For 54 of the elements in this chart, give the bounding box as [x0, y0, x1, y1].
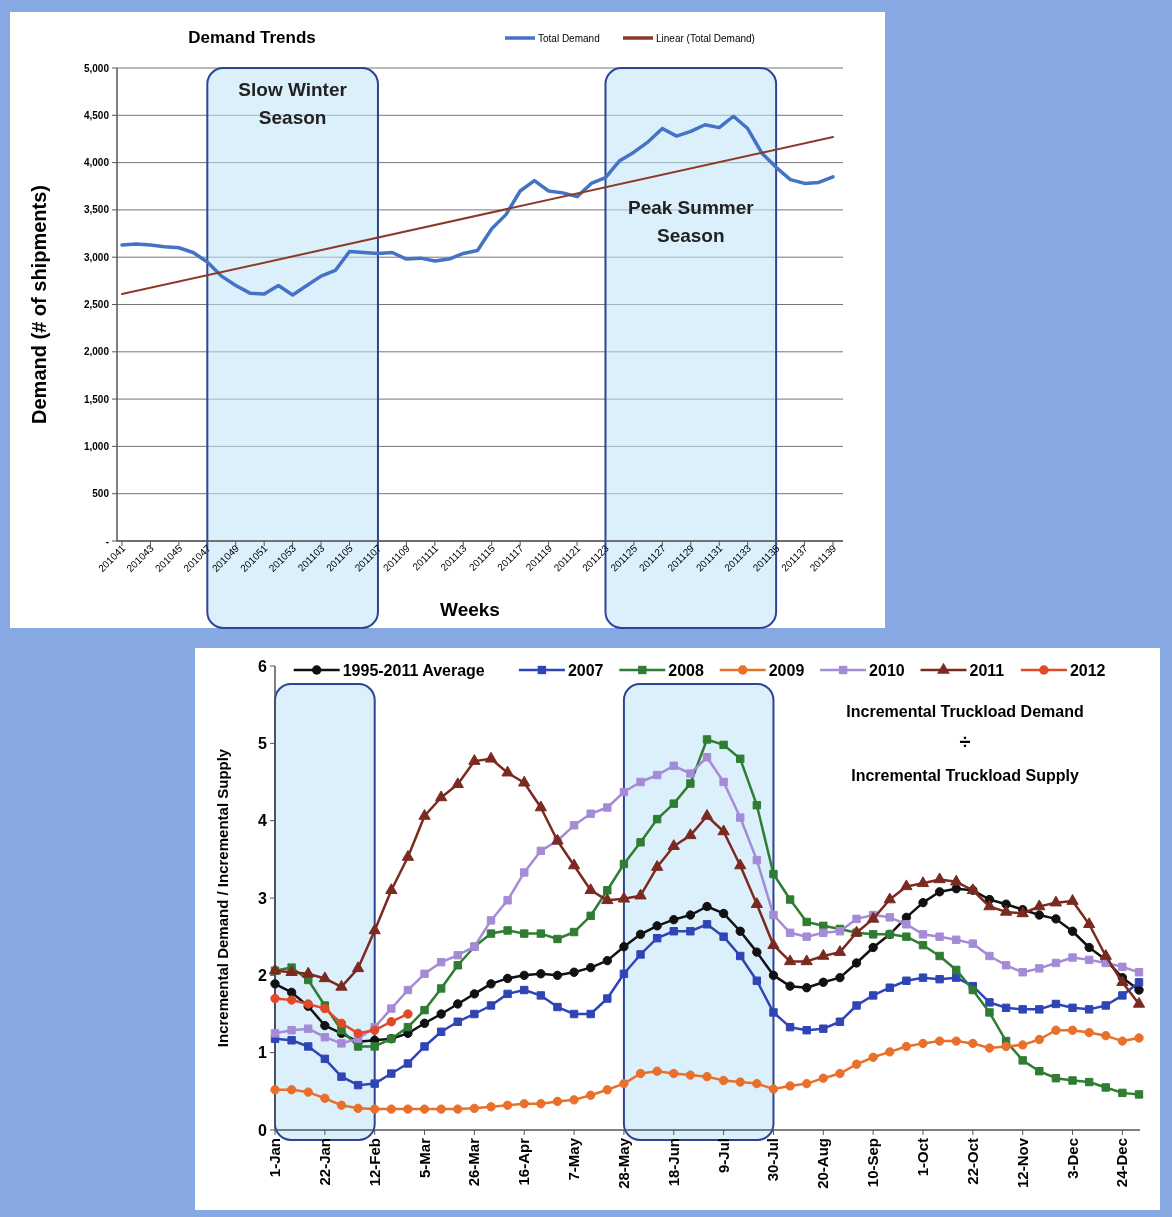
y-tick-label: 5 [258, 734, 268, 752]
annotation: Incremental Truckload Demand [846, 703, 1084, 720]
y-tick-label: 2,000 [83, 346, 110, 358]
x-tick-label: 30-Jul [764, 1138, 782, 1182]
y-tick-label: 1,500 [83, 393, 110, 405]
y-tick-label: - [105, 535, 109, 547]
y-axis-title: Incremental Demand / Incremental Supply [214, 748, 231, 1048]
x-tick-label: 22-Oct [963, 1138, 981, 1185]
y-tick-label: 3,000 [83, 251, 110, 263]
legend-label: 1995-2011 Average [342, 661, 485, 679]
annotation: ÷ [959, 731, 971, 753]
x-tick-label: 9-Jul [714, 1138, 732, 1174]
x-tick-label: 26-Mar [465, 1137, 483, 1187]
x-tick-label: 28-May [614, 1137, 632, 1189]
legend-label: Linear (Total Demand) [656, 32, 755, 44]
legend-label: 2012 [1069, 661, 1106, 679]
y-tick-label: 2,500 [83, 299, 110, 310]
band-label: Peak Summer Season [627, 197, 755, 246]
y-tick-label: 4 [258, 812, 268, 830]
band-label: Slow Winter Season [238, 79, 348, 128]
y-tick-label: 6 [258, 657, 268, 675]
y-tick-label: 3 [258, 889, 268, 907]
y-tick-label: 4,000 [83, 157, 110, 169]
x-tick-label: 3-Dec [1063, 1138, 1081, 1179]
legend-label: 2007 [567, 661, 604, 679]
x-tick-label: 20-Aug [814, 1138, 832, 1189]
x-tick-label: 24-Dec [1113, 1138, 1131, 1188]
x-tick-label: 7-May [565, 1137, 583, 1181]
legend-label: 2008 [668, 661, 704, 679]
y-tick-label: 3,500 [83, 204, 110, 216]
legend-label: 2010 [869, 661, 905, 679]
y-tick-label: 5,000 [83, 62, 110, 74]
legend-label: 2011 [969, 661, 1005, 679]
x-tick-label: 5-Mar [415, 1137, 433, 1179]
legend-label: 2009 [768, 661, 805, 679]
chart-title: Demand Trends [188, 28, 316, 47]
y-tick-label: 0 [258, 1121, 268, 1139]
legend-label: Total Demand [538, 32, 600, 44]
y-tick-label: 500 [92, 488, 110, 500]
x-tick-label: 1-Oct [914, 1138, 931, 1177]
y-tick-label: 1,000 [83, 440, 110, 452]
y-tick-label: 1 [258, 1044, 268, 1062]
x-tick-label: 18-Jun [664, 1138, 682, 1187]
y-axis-title: Demand (# of shipments) [28, 185, 50, 424]
x-tick-label: 12-Feb [365, 1138, 383, 1187]
x-axis-title: Weeks [440, 599, 500, 620]
x-tick-label: 12-Nov [1013, 1137, 1031, 1189]
annotation: Incremental Truckload Supply [851, 767, 1079, 784]
x-tick-label: 22-Jan [315, 1138, 333, 1186]
x-tick-label: 1-Jan [266, 1138, 283, 1178]
y-tick-label: 4,500 [83, 109, 110, 121]
x-tick-label: 10-Sep [864, 1138, 882, 1188]
y-tick-label: 2 [258, 966, 268, 984]
x-tick-label: 16-Apr [515, 1137, 533, 1186]
